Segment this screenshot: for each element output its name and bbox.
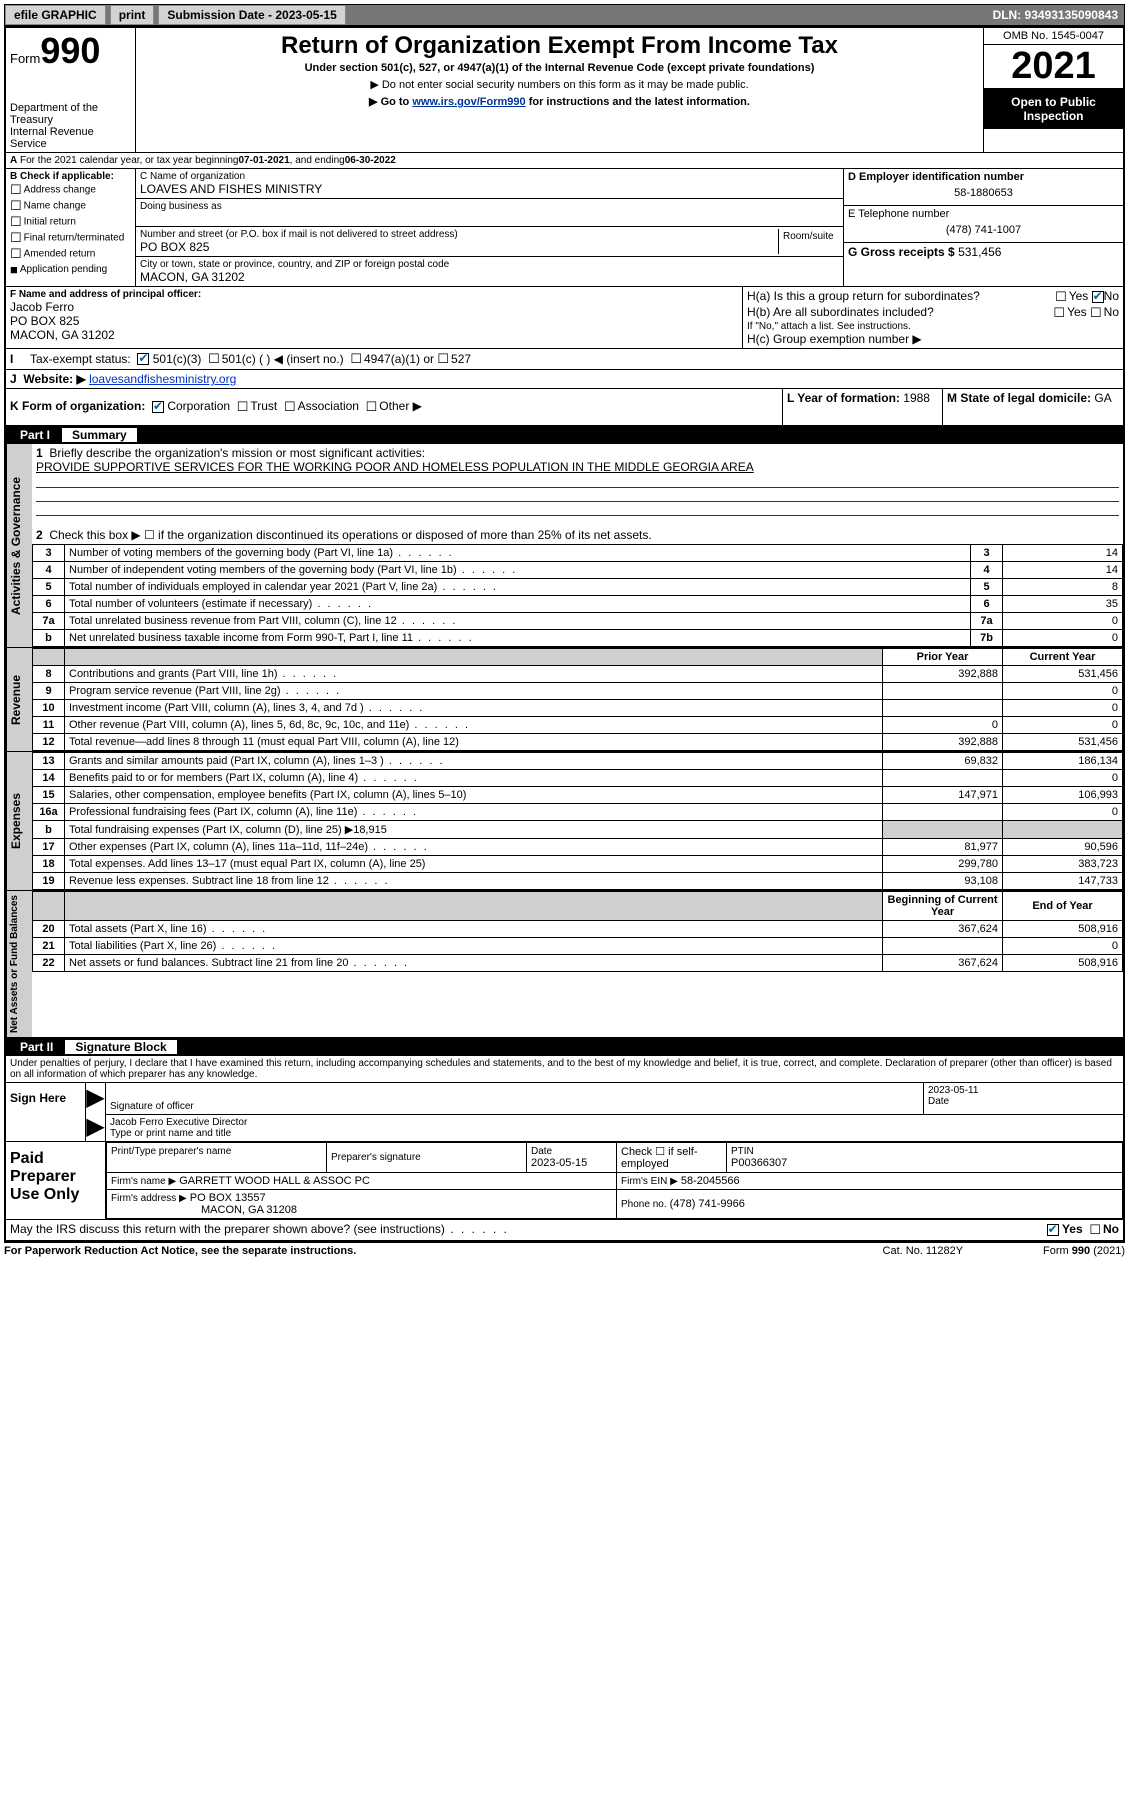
- top-toolbar: efile GRAPHIC print Submission Date - 20…: [4, 4, 1125, 26]
- row-klm: K Form of organization: Corporation ☐Tru…: [6, 389, 1123, 426]
- vert-activities: Activities & Governance: [6, 444, 32, 647]
- may-discuss-row: May the IRS discuss this return with the…: [6, 1220, 1123, 1241]
- omb-number: OMB No. 1545-0047: [984, 28, 1123, 45]
- paid-preparer-block: Paid Preparer Use Only Print/Type prepar…: [6, 1142, 1123, 1220]
- form-container: Form990 Department of the Treasury Inter…: [4, 26, 1125, 1243]
- section-activities: Activities & Governance 1 Briefly descri…: [6, 444, 1123, 648]
- signer-name: Jacob Ferro Executive Director: [110, 1117, 1119, 1128]
- efile-label: efile GRAPHIC: [5, 5, 106, 25]
- chk-application-pending[interactable]: ■Application pending: [10, 262, 131, 277]
- chk-final-return[interactable]: ☐Final return/terminated: [10, 230, 131, 246]
- instructions-link[interactable]: www.irs.gov/Form990: [412, 96, 525, 108]
- row-i: I Tax-exempt status: 501(c)(3) ☐501(c) (…: [6, 349, 1123, 370]
- chk-amended-return[interactable]: ☐Amended return: [10, 246, 131, 262]
- chk-name-change[interactable]: ☐Name change: [10, 198, 131, 214]
- officer-name: Jacob Ferro: [10, 300, 738, 314]
- submission-date-label: Submission Date - 2023-05-15: [158, 5, 345, 25]
- header-center: Return of Organization Exempt From Incom…: [136, 28, 983, 152]
- governance-table: 3Number of voting members of the governi…: [32, 544, 1123, 647]
- officer-addr1: PO BOX 825: [10, 314, 738, 328]
- org-name: LOAVES AND FISHES MINISTRY: [140, 182, 839, 196]
- line-a: A For the 2021 calendar year, or tax yea…: [6, 153, 1123, 169]
- vert-expenses: Expenses: [6, 752, 32, 890]
- website-link[interactable]: loavesandfishesministry.org: [89, 372, 236, 386]
- ssn-warning: ▶ Do not enter social security numbers o…: [142, 78, 977, 91]
- dept-label: Department of the Treasury: [10, 102, 131, 126]
- cat-no: Cat. No. 11282Y: [883, 1245, 964, 1257]
- section-net-assets: Net Assets or Fund Balances Beginning of…: [6, 891, 1123, 1038]
- signature-date: 2023-05-11: [928, 1085, 1119, 1096]
- gross-receipts-value: 531,456: [958, 245, 1001, 259]
- dln-label: DLN: 93493135090843: [993, 8, 1124, 22]
- chk-discuss-yes[interactable]: [1047, 1224, 1059, 1236]
- section-expenses: Expenses 13Grants and similar amounts pa…: [6, 752, 1123, 891]
- header-right: OMB No. 1545-0047 2021 Open to Public In…: [983, 28, 1123, 152]
- section-revenue: Revenue Prior YearCurrent Year 8Contribu…: [6, 648, 1123, 752]
- tax-year: 2021: [984, 45, 1123, 89]
- part-1-header: Part I Summary: [6, 426, 1123, 444]
- org-city: MACON, GA 31202: [140, 270, 839, 284]
- col-c: C Name of organization LOAVES AND FISHES…: [136, 169, 843, 286]
- org-address: PO BOX 825: [140, 240, 778, 254]
- irs-label: Internal Revenue Service: [10, 126, 131, 150]
- col-f: F Name and address of principal officer:…: [6, 287, 743, 348]
- form-header: Form990 Department of the Treasury Inter…: [6, 28, 1123, 153]
- header-left: Form990 Department of the Treasury Inter…: [6, 28, 136, 152]
- col-b: B Check if applicable: ☐Address change ☐…: [6, 169, 136, 286]
- year-formation: 1988: [903, 391, 930, 405]
- open-public-badge: Open to Public Inspection: [984, 89, 1123, 129]
- form-subtitle: Under section 501(c), 527, or 4947(a)(1)…: [142, 62, 977, 74]
- col-d: D Employer identification number 58-1880…: [843, 169, 1123, 286]
- section-bcdefg: B Check if applicable: ☐Address change ☐…: [6, 169, 1123, 286]
- form-label: Form: [10, 51, 40, 66]
- firm-name: GARRETT WOOD HALL & ASSOC PC: [179, 1175, 370, 1187]
- mission-text: PROVIDE SUPPORTIVE SERVICES FOR THE WORK…: [36, 460, 1119, 474]
- vert-revenue: Revenue: [6, 648, 32, 751]
- instructions-link-row: ▶ Go to www.irs.gov/Form990 for instruct…: [142, 95, 977, 108]
- chk-501c3[interactable]: [137, 353, 149, 365]
- firm-ein: 58-2045566: [681, 1175, 740, 1187]
- page-footer: For Paperwork Reduction Act Notice, see …: [4, 1243, 1125, 1257]
- chk-corporation[interactable]: [152, 401, 164, 413]
- row-j: J Website: ▶ loavesandfishesministry.org: [6, 370, 1123, 389]
- print-button[interactable]: print: [110, 5, 155, 25]
- balances-table: Beginning of Current YearEnd of Year 20T…: [32, 891, 1123, 972]
- vert-balances: Net Assets or Fund Balances: [6, 891, 32, 1037]
- expenses-table: 13Grants and similar amounts paid (Part …: [32, 752, 1123, 890]
- sign-here-block: Sign Here ▶▶ Signature of officer 2023-0…: [6, 1083, 1123, 1142]
- perjury-declaration: Under penalties of perjury, I declare th…: [6, 1056, 1123, 1083]
- chk-address-change[interactable]: ☐Address change: [10, 182, 131, 198]
- room-suite-label: Room/suite: [779, 229, 839, 254]
- ptin-value: P00366307: [731, 1157, 1118, 1169]
- form-number: 990: [40, 30, 100, 71]
- ein-value: 58-1880653: [848, 183, 1119, 203]
- chk-initial-return[interactable]: ☐Initial return: [10, 214, 131, 230]
- form-title: Return of Organization Exempt From Incom…: [142, 32, 977, 60]
- col-h: H(a) Is this a group return for subordin…: [743, 287, 1123, 348]
- officer-addr2: MACON, GA 31202: [10, 328, 738, 342]
- revenue-table: Prior YearCurrent Year 8Contributions an…: [32, 648, 1123, 751]
- row-f-h: F Name and address of principal officer:…: [6, 286, 1123, 349]
- phone-value: (478) 741-1007: [848, 220, 1119, 240]
- preparer-phone: (478) 741-9966: [670, 1198, 745, 1210]
- part-2-header: Part II Signature Block: [6, 1038, 1123, 1056]
- arrow-icon: ▶▶: [86, 1083, 106, 1141]
- state-domicile: GA: [1094, 391, 1111, 405]
